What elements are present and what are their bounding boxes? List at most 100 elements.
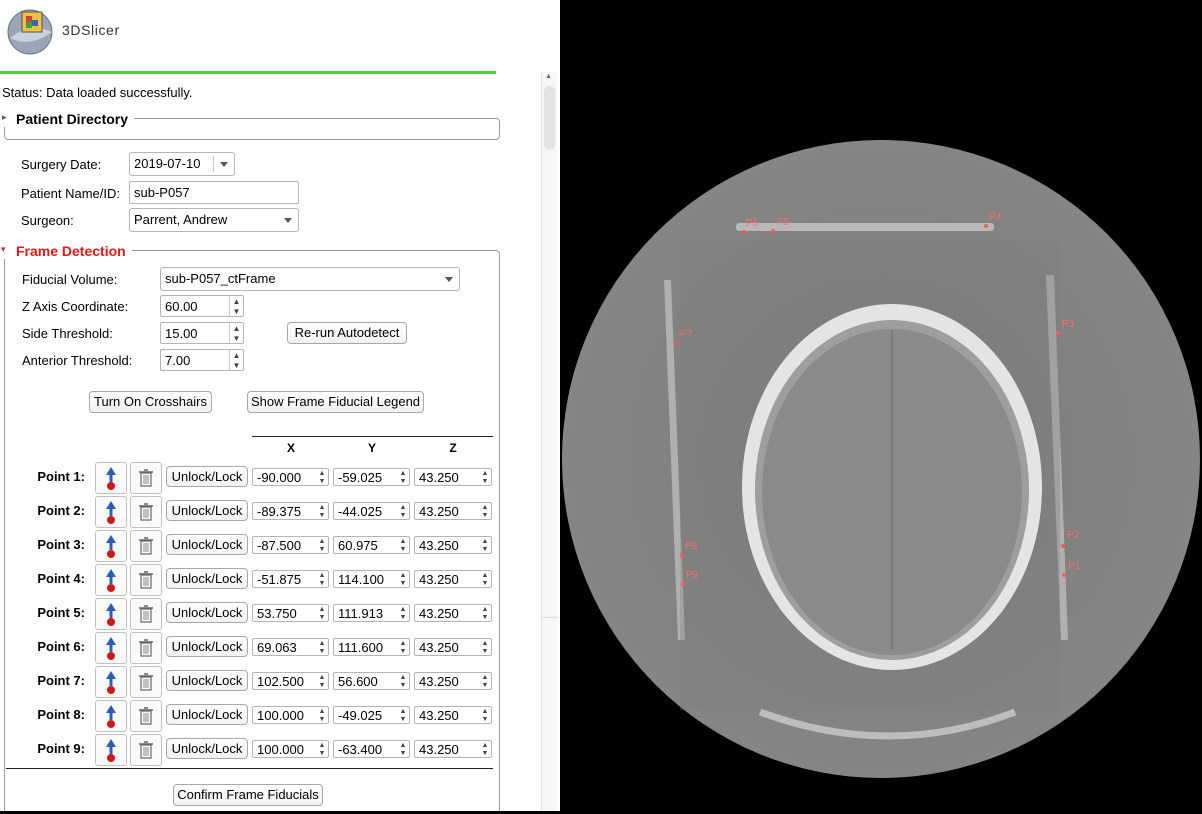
spin-arrows-icon[interactable]: ▲ ▼ — [318, 538, 326, 553]
spin-arrows-icon[interactable]: ▲ ▼ — [399, 742, 407, 757]
side-threshold-spinbox[interactable]: 15.00 ▲ ▼ — [160, 322, 244, 344]
spin-arrows-icon[interactable]: ▲ ▼ — [318, 708, 326, 723]
unlock-lock-button[interactable]: Unlock/Lock — [166, 602, 248, 623]
point-y-spinbox[interactable]: 114.100 ▲ ▼ — [333, 570, 410, 588]
delete-fiducial-button[interactable] — [130, 462, 162, 494]
delete-fiducial-button[interactable] — [130, 598, 162, 630]
fiducial-marker[interactable] — [680, 553, 684, 557]
spin-arrows-icon[interactable]: ▲ ▼ — [481, 538, 489, 553]
delete-fiducial-button[interactable] — [130, 496, 162, 528]
anterior-threshold-spinbox[interactable]: 7.00 ▲ ▼ — [160, 349, 244, 371]
fiducial-marker[interactable] — [771, 229, 775, 233]
point-x-spinbox[interactable]: -89.375 ▲ ▼ — [252, 502, 329, 520]
fiducial-marker[interactable] — [742, 230, 746, 234]
point-z-spinbox[interactable]: 43.250 ▲ ▼ — [414, 672, 492, 690]
fiducial-marker[interactable] — [1061, 544, 1065, 548]
point-y-spinbox[interactable]: 56.600 ▲ ▼ — [333, 672, 410, 690]
fiducial-marker[interactable] — [681, 582, 685, 586]
turn-on-crosshairs-button[interactable]: Turn On Crosshairs — [89, 391, 212, 413]
point-y-spinbox[interactable]: -44.025 ▲ ▼ — [333, 502, 410, 520]
unlock-lock-button[interactable]: Unlock/Lock — [166, 568, 248, 589]
spin-arrows-icon[interactable]: ▲ ▼ — [318, 606, 326, 621]
unlock-lock-button[interactable]: Unlock/Lock — [166, 636, 248, 657]
unlock-lock-button[interactable]: Unlock/Lock — [166, 704, 248, 725]
delete-fiducial-button[interactable] — [130, 700, 162, 732]
point-y-spinbox[interactable]: 111.600 ▲ ▼ — [333, 638, 410, 656]
place-fiducial-button[interactable] — [95, 530, 127, 562]
place-fiducial-button[interactable] — [95, 598, 127, 630]
spin-arrows-icon[interactable]: ▲ ▼ — [229, 350, 243, 370]
spin-arrows-icon[interactable]: ▲ ▼ — [229, 323, 243, 343]
point-z-spinbox[interactable]: 43.250 ▲ ▼ — [414, 638, 492, 656]
point-z-spinbox[interactable]: 43.250 ▲ ▼ — [414, 536, 492, 554]
delete-fiducial-button[interactable] — [130, 564, 162, 596]
spin-arrows-icon[interactable]: ▲ ▼ — [399, 572, 407, 587]
spin-arrows-icon[interactable]: ▲ ▼ — [481, 470, 489, 485]
surgeon-select[interactable]: Parrent, Andrew — [129, 208, 299, 232]
spin-arrows-icon[interactable]: ▲ ▼ — [318, 674, 326, 689]
spin-arrows-icon[interactable]: ▲ ▼ — [481, 640, 489, 655]
delete-fiducial-button[interactable] — [130, 530, 162, 562]
point-x-spinbox[interactable]: 53.750 ▲ ▼ — [252, 604, 329, 622]
point-y-spinbox[interactable]: -49.025 ▲ ▼ — [333, 706, 410, 724]
delete-fiducial-button[interactable] — [130, 734, 162, 766]
surgery-date-field[interactable]: 2019-07-10 — [129, 152, 235, 176]
scrollbar-thumb[interactable] — [544, 86, 555, 150]
point-z-spinbox[interactable]: 43.250 ▲ ▼ — [414, 502, 492, 520]
slice-viewer[interactable]: P1 P2 P3 P4 P5 P6 P7 P8 P9 — [560, 0, 1202, 811]
place-fiducial-button[interactable] — [95, 734, 127, 766]
point-y-spinbox[interactable]: -63.400 ▲ ▼ — [333, 740, 410, 758]
spin-arrows-icon[interactable]: ▲ ▼ — [399, 538, 407, 553]
unlock-lock-button[interactable]: Unlock/Lock — [166, 670, 248, 691]
spin-arrows-icon[interactable]: ▲ ▼ — [399, 674, 407, 689]
delete-fiducial-button[interactable] — [130, 632, 162, 664]
place-fiducial-button[interactable] — [95, 632, 127, 664]
point-y-spinbox[interactable]: -59.025 ▲ ▼ — [333, 468, 410, 486]
place-fiducial-button[interactable] — [95, 666, 127, 698]
spin-arrows-icon[interactable]: ▲ ▼ — [481, 606, 489, 621]
point-z-spinbox[interactable]: 43.250 ▲ ▼ — [414, 570, 492, 588]
point-z-spinbox[interactable]: 43.250 ▲ ▼ — [414, 706, 492, 724]
rerun-autodetect-button[interactable]: Re-run Autodetect — [287, 322, 407, 344]
unlock-lock-button[interactable]: Unlock/Lock — [166, 466, 248, 487]
point-y-spinbox[interactable]: 60.975 ▲ ▼ — [333, 536, 410, 554]
confirm-frame-fiducials-button[interactable]: Confirm Frame Fiducials — [173, 784, 323, 806]
frame-detection-header[interactable]: ▾ Frame Detection — [0, 243, 132, 259]
unlock-lock-button[interactable]: Unlock/Lock — [166, 738, 248, 759]
spin-arrows-icon[interactable]: ▲ ▼ — [318, 470, 326, 485]
point-x-spinbox[interactable]: -87.500 ▲ ▼ — [252, 536, 329, 554]
spin-arrows-icon[interactable]: ▲ ▼ — [399, 606, 407, 621]
unlock-lock-button[interactable]: Unlock/Lock — [166, 500, 248, 521]
spin-arrows-icon[interactable]: ▲ ▼ — [481, 708, 489, 723]
place-fiducial-button[interactable] — [95, 496, 127, 528]
point-y-spinbox[interactable]: 111.913 ▲ ▼ — [333, 604, 410, 622]
point-x-spinbox[interactable]: 102.500 ▲ ▼ — [252, 672, 329, 690]
point-x-spinbox[interactable]: 100.000 ▲ ▼ — [252, 706, 329, 724]
patient-name-input[interactable]: sub-P057 — [129, 181, 299, 204]
point-z-spinbox[interactable]: 43.250 ▲ ▼ — [414, 740, 492, 758]
fiducial-marker[interactable] — [1062, 573, 1066, 577]
spin-arrows-icon[interactable]: ▲ ▼ — [318, 504, 326, 519]
delete-fiducial-button[interactable] — [130, 666, 162, 698]
spin-arrows-icon[interactable]: ▲ ▼ — [481, 572, 489, 587]
point-z-spinbox[interactable]: 43.250 ▲ ▼ — [414, 468, 492, 486]
place-fiducial-button[interactable] — [95, 564, 127, 596]
fiducial-marker[interactable] — [984, 224, 988, 228]
point-x-spinbox[interactable]: 69.063 ▲ ▼ — [252, 638, 329, 656]
spin-arrows-icon[interactable]: ▲ ▼ — [481, 504, 489, 519]
spin-arrows-icon[interactable]: ▲ ▼ — [481, 742, 489, 757]
spin-arrows-icon[interactable]: ▲ ▼ — [481, 674, 489, 689]
point-z-spinbox[interactable]: 43.250 ▲ ▼ — [414, 604, 492, 622]
place-fiducial-button[interactable] — [95, 462, 127, 494]
patient-directory-header[interactable]: ▸ Patient Directory — [2, 111, 134, 127]
fiducial-marker[interactable] — [1056, 331, 1060, 335]
spin-arrows-icon[interactable]: ▲ ▼ — [399, 470, 407, 485]
point-x-spinbox[interactable]: -51.875 ▲ ▼ — [252, 570, 329, 588]
place-fiducial-button[interactable] — [95, 700, 127, 732]
spin-arrows-icon[interactable]: ▲ ▼ — [399, 504, 407, 519]
show-legend-button[interactable]: Show Frame Fiducial Legend — [247, 391, 424, 413]
fiducial-volume-select[interactable]: sub-P057_ctFrame — [160, 267, 460, 291]
spin-arrows-icon[interactable]: ▲ ▼ — [399, 640, 407, 655]
unlock-lock-button[interactable]: Unlock/Lock — [166, 534, 248, 555]
spin-arrows-icon[interactable]: ▲ ▼ — [229, 296, 243, 316]
